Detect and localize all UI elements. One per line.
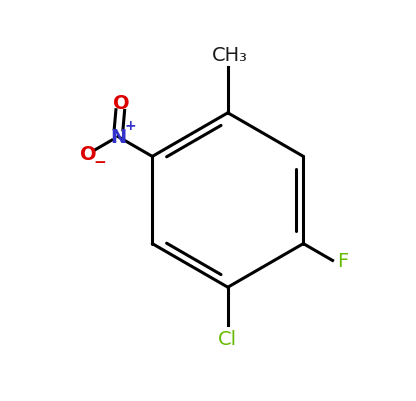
- Text: CH₃: CH₃: [212, 46, 248, 65]
- Text: F: F: [337, 251, 349, 270]
- Text: N: N: [110, 128, 126, 147]
- Text: +: +: [124, 119, 136, 133]
- Text: −: −: [94, 154, 106, 170]
- Text: O: O: [80, 144, 97, 164]
- Text: O: O: [113, 94, 129, 113]
- Text: Cl: Cl: [218, 329, 238, 348]
